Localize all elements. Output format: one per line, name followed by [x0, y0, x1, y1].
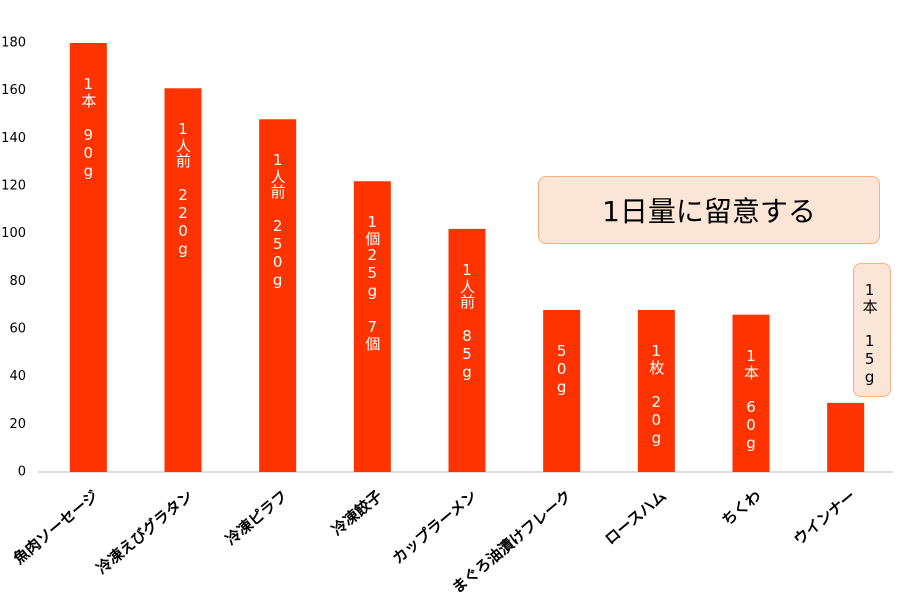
y-tick-label: 20	[9, 417, 26, 432]
bar-note: 1人前 250g	[268, 151, 287, 290]
y-tick-label: 80	[9, 274, 26, 289]
y-tick-label: 100	[1, 226, 26, 241]
x-tick-label: 魚肉ソーセージ	[10, 487, 102, 568]
bar-note: 1枚 20g	[647, 341, 666, 447]
y-tick-label: 180	[1, 36, 26, 51]
y-tick-label: 0	[18, 465, 26, 480]
x-tick-label: 冷凍餃子	[328, 487, 386, 539]
x-tick-label: 冷凍ピラフ	[222, 487, 291, 549]
bar	[543, 309, 581, 472]
x-tick-label: 冷凍えびグラタン	[93, 487, 197, 578]
y-tick-label: 40	[9, 369, 26, 384]
bar-note: 1人前 220g	[174, 120, 192, 259]
bar	[827, 402, 865, 472]
bar-note: 50g	[552, 341, 571, 396]
bar-note: 1人前 85g	[458, 260, 476, 381]
y-tick-label: 140	[1, 131, 26, 146]
bar	[637, 309, 675, 472]
bar	[164, 88, 202, 473]
bar-note: 1本 60g	[742, 346, 760, 452]
bar	[353, 181, 391, 472]
x-tick-label: ウインナー	[790, 487, 859, 549]
bar	[259, 119, 297, 473]
bar	[69, 43, 107, 472]
x-tick-label: ちくわ	[718, 487, 764, 530]
bar	[732, 314, 770, 472]
bar-note: 1本 90g	[79, 75, 98, 180]
bar	[448, 228, 486, 472]
annotation-box: 1日量に留意する	[538, 176, 880, 244]
note-callout	[852, 262, 891, 397]
y-tick-label: 120	[1, 179, 26, 194]
bar-note: 1個25g 7個	[363, 213, 382, 352]
y-tick-label: 60	[9, 322, 26, 337]
annotation: 1日量に留意する	[602, 195, 816, 228]
bar-note: 1本 15g	[860, 280, 879, 386]
x-tick-label: ロースハム	[601, 487, 669, 549]
y-tick-label: 160	[1, 83, 26, 98]
x-tick-label: カップラーメン	[389, 487, 481, 568]
